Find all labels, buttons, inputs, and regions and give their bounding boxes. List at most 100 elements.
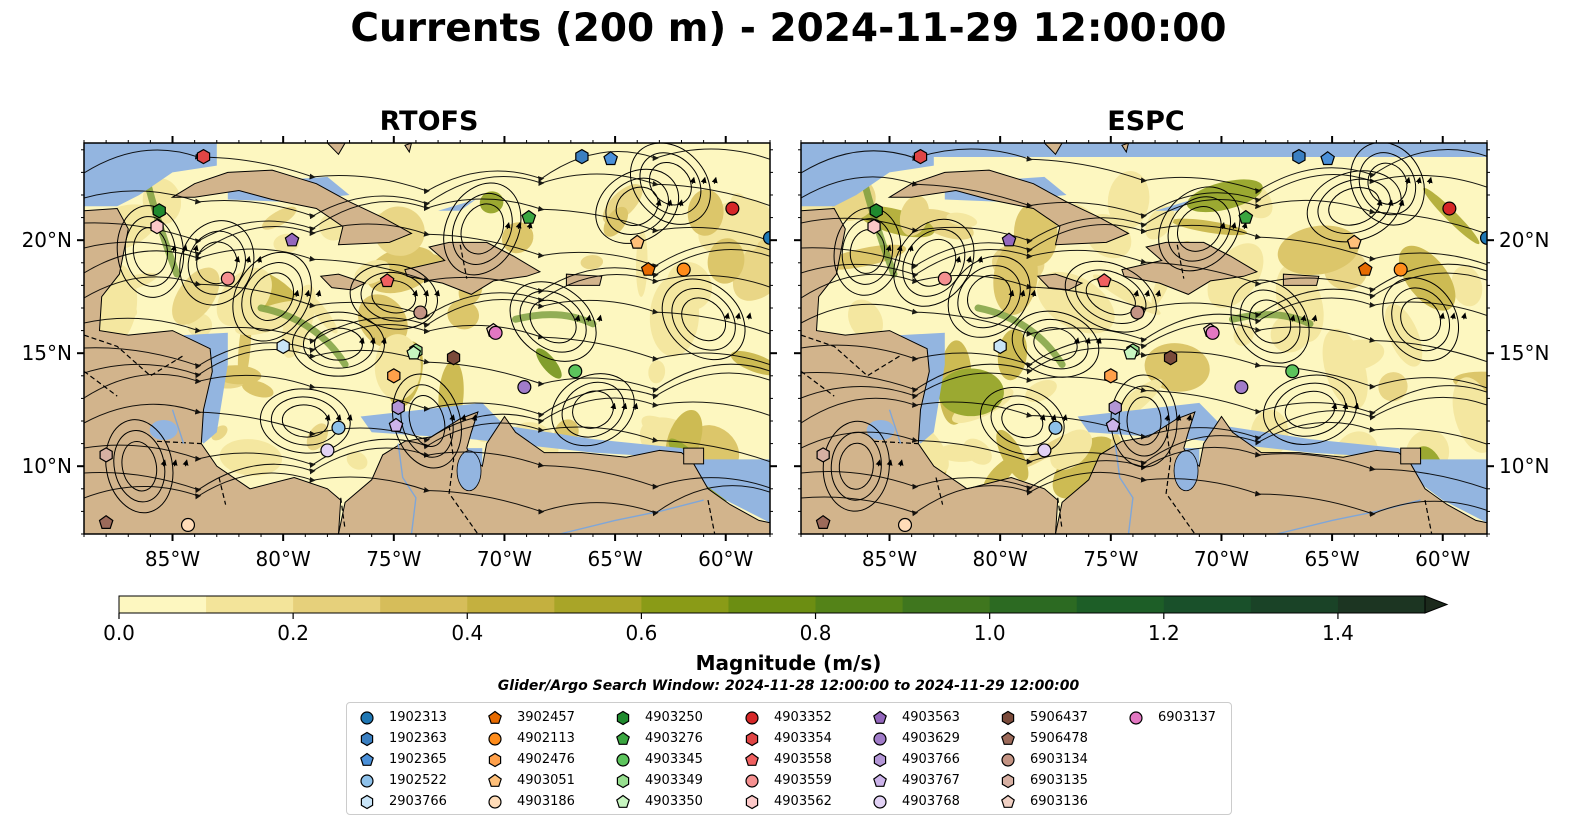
- legend-item: 5906478: [998, 728, 1088, 749]
- legend-marker: [616, 773, 630, 788]
- legend-marker: [1001, 752, 1015, 767]
- colorbar-frame: [118, 595, 1426, 614]
- platform-4902113: [1393, 262, 1408, 277]
- lake-maracaibo: [456, 450, 482, 492]
- lake-nicaragua: [866, 420, 895, 441]
- legend-item: 5906437: [998, 707, 1088, 728]
- legend-label: 4903352: [774, 710, 832, 725]
- hexagon-marker-icon: [873, 752, 887, 767]
- legend-item: 4902113: [485, 728, 575, 749]
- colorbar-segment: [1076, 596, 1165, 613]
- colorbar-tick-label: 0.8: [800, 621, 832, 645]
- platform-4903563: [284, 232, 300, 247]
- platform-1902313: [1479, 230, 1487, 245]
- legend-item: 4903250: [613, 707, 703, 728]
- platform-4903350: [1123, 345, 1139, 360]
- lat-tick-label: 10°N: [1499, 454, 1549, 478]
- platform-4903250: [869, 203, 883, 219]
- legend-column: 4903563 4903629 4903766 4903767 4903768: [870, 707, 960, 812]
- lat-tick-label: 15°N: [1499, 341, 1549, 365]
- legend-label: 4903768: [902, 794, 960, 809]
- legend-label: 5906478: [1030, 731, 1088, 746]
- lon-tick-label: 65°W: [587, 547, 642, 571]
- legend-item: 1902365: [357, 749, 447, 770]
- legend-column: 6903137: [1126, 707, 1216, 728]
- colorbar-segment: [728, 596, 817, 613]
- hexagon-marker-icon: [488, 752, 502, 767]
- platform-4903767: [388, 417, 404, 432]
- platform-4903766: [391, 399, 405, 416]
- colorbar-tick-label: 0.4: [451, 621, 483, 645]
- pentagon-marker-icon: [488, 773, 502, 787]
- pentagon-marker-icon: [616, 731, 630, 745]
- legend-marker: [745, 731, 759, 746]
- platform-4903558: [379, 273, 395, 288]
- pentagon-marker-icon: [745, 752, 759, 766]
- legend-label: 4903562: [774, 794, 832, 809]
- legend-item: 4903562: [742, 791, 832, 812]
- legend-label: 4903345: [645, 752, 703, 767]
- platform-2903766: [993, 338, 1007, 355]
- platform-4902113: [676, 262, 691, 277]
- legend-item: 6903135: [998, 770, 1088, 791]
- platform-4903629: [517, 380, 532, 395]
- colorbar-segment: [989, 596, 1078, 613]
- search-window-caption: Glider/Argo Search Window: 2024-11-28 12…: [497, 678, 1080, 694]
- platform-1902522: [1048, 420, 1063, 435]
- platform-4903350: [406, 345, 422, 360]
- legend-marker: [745, 773, 759, 788]
- map-panels: 85°W 80°W 75°W 70°W 65°W 60°W10°N15°N20°N85°W…: [22, 136, 1549, 571]
- legend-item: 4903349: [613, 770, 703, 791]
- legend-marker: [873, 731, 887, 746]
- lon-tick-label: 80°W: [256, 547, 311, 571]
- platform-4903559: [937, 271, 952, 286]
- colorbar-segment: [641, 596, 729, 613]
- colorbar-label: Magnitude (m/s): [695, 651, 882, 675]
- legend-item: 1902313: [357, 707, 447, 728]
- hexagon-marker-icon: [745, 794, 759, 809]
- colorbar-tick-label: 1.0: [974, 621, 1006, 645]
- legend-item: 4903345: [613, 749, 703, 770]
- lon-tick-label: 70°W: [477, 547, 532, 571]
- platform-4903276: [1238, 209, 1254, 224]
- legend-label: 4903559: [774, 773, 832, 788]
- platform-4903562: [867, 218, 881, 235]
- legend-marker: [488, 731, 502, 746]
- hexagon-marker-icon: [1001, 710, 1015, 725]
- colorbar-segment: [119, 596, 207, 613]
- colorbar-extend-arrow: [1424, 595, 1449, 614]
- legend-item: 4903768: [870, 791, 960, 812]
- platform-4903563: [1001, 232, 1017, 247]
- lon-tick-label: 85°W: [862, 547, 917, 571]
- platform-4903768: [320, 443, 335, 458]
- legend-item: 3902457: [485, 707, 575, 728]
- circle-marker-icon: [360, 773, 374, 788]
- platform-4903186: [180, 517, 196, 532]
- colorbar: 0.0 0.2 0.4 0.6 0.8 1.0 1.2 1.4: [103, 595, 1449, 645]
- legend-label: 4903558: [774, 752, 832, 767]
- legend-marker: [1001, 731, 1015, 745]
- hexagon-marker-icon: [616, 773, 630, 788]
- colorbar-tick-label: 0.0: [103, 621, 135, 645]
- legend-item: 2903766: [357, 791, 447, 812]
- pentagon-marker-icon: [1001, 794, 1015, 808]
- legend-marker: [616, 794, 630, 808]
- legend-label: 4903629: [902, 731, 960, 746]
- legend-label: 4903276: [645, 731, 703, 746]
- legend-label: 4903051: [517, 773, 575, 788]
- platform-markers: [815, 148, 1487, 532]
- colorbar-tick-label: 0.6: [625, 621, 657, 645]
- legend-label: 1902313: [389, 710, 447, 725]
- legend-label: 4903349: [645, 773, 703, 788]
- legend-item: 4903352: [742, 707, 832, 728]
- platform-4903766: [1108, 399, 1122, 416]
- lake-nicaragua: [149, 420, 178, 441]
- pentagon-marker-icon: [873, 710, 887, 724]
- legend-marker: [616, 710, 630, 725]
- colorbar-segment: [902, 596, 991, 613]
- colorbar-segment: [293, 596, 381, 613]
- platform-4903345: [568, 364, 583, 379]
- colorbar-segment: [1337, 596, 1426, 613]
- pentagon-marker-icon: [488, 710, 502, 724]
- colorbar-tick-label: 1.2: [1148, 621, 1180, 645]
